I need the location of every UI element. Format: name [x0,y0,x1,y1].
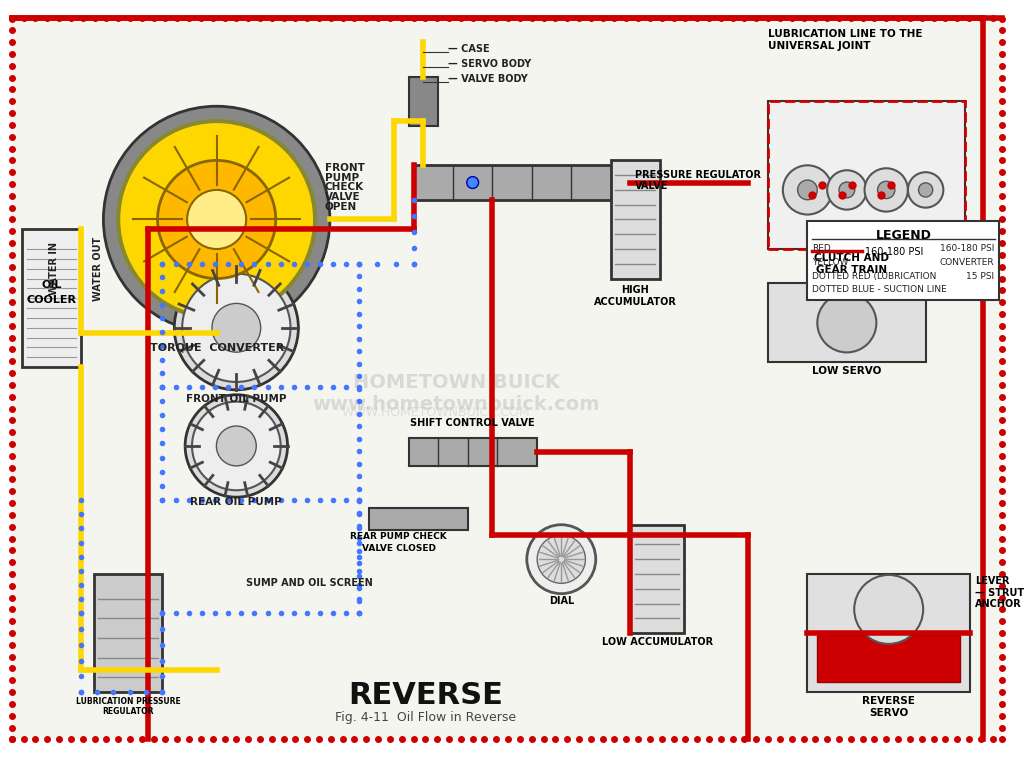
Bar [818,635,960,682]
Bar [768,101,965,249]
Text: REAR OIL PUMP: REAR OIL PUMP [191,497,282,507]
Circle shape [158,160,276,279]
Text: COOLER: COOLER [26,295,76,305]
Text: — CASE: — CASE [448,44,489,54]
Text: LUBRICATION LINE TO THE: LUBRICATION LINE TO THE [768,30,923,39]
Bar [611,160,660,279]
Bar [370,508,468,530]
Circle shape [526,525,595,593]
Text: FRONT OIL PUMP: FRONT OIL PUMP [186,394,286,403]
Bar [414,165,630,200]
Bar [808,222,999,301]
Text: LOW SERVO: LOW SERVO [813,366,882,376]
Circle shape [878,181,895,198]
Text: — VALVE BODY: — VALVE BODY [448,73,527,83]
Circle shape [103,106,330,333]
Bar [409,76,438,126]
Circle shape [182,273,290,382]
Circle shape [192,402,280,491]
Text: WATER IN: WATER IN [49,242,59,295]
Circle shape [467,176,479,188]
Circle shape [797,180,818,200]
Text: CONVERTER: CONVERTER [940,258,995,266]
Text: DIAL: DIAL [549,596,574,606]
Text: — STRUT: — STRUT [974,587,1024,597]
Text: SERVO: SERVO [869,708,908,718]
Bar [409,438,537,466]
Text: UNIVERSAL JOINT: UNIVERSAL JOINT [768,41,870,51]
Text: DOTTED RED (LUBRICATION: DOTTED RED (LUBRICATION [813,272,936,281]
Text: LEGEND: LEGEND [876,229,931,242]
Text: 160-180 PSI: 160-180 PSI [864,247,923,257]
Circle shape [907,172,943,207]
Circle shape [864,168,907,212]
Circle shape [783,165,832,214]
Text: RED: RED [813,244,831,253]
Circle shape [174,266,299,390]
Text: OPEN: OPEN [324,202,357,212]
Text: VALVE: VALVE [324,192,360,202]
Circle shape [854,575,923,644]
Text: LUBRICATION PRESSURE: LUBRICATION PRESSURE [75,697,180,706]
Text: CHECK: CHECK [324,182,364,192]
Bar [768,283,926,363]
Text: 15 PSI: 15 PSI [966,272,995,281]
Text: — SERVO BODY: — SERVO BODY [448,59,531,69]
Text: WATER OUT: WATER OUT [94,237,103,301]
Bar [630,525,684,633]
Text: ACCUMULATOR: ACCUMULATOR [593,298,677,307]
Text: 160-180 PSI: 160-180 PSI [940,244,995,253]
Circle shape [216,426,256,466]
Text: REGULATOR: REGULATOR [102,707,153,716]
Text: SUMP AND OIL SCREEN: SUMP AND OIL SCREEN [246,578,373,587]
Text: DOTTED BLUE - SUCTION LINE: DOTTED BLUE - SUCTION LINE [813,285,948,294]
Circle shape [118,121,315,318]
Text: LEVER: LEVER [974,576,1009,586]
Circle shape [839,182,855,198]
Text: HIGH: HIGH [621,285,649,295]
Text: YELLOW: YELLOW [813,258,849,266]
Circle shape [538,535,585,584]
Bar [808,574,970,692]
Circle shape [212,304,261,352]
Circle shape [185,394,287,497]
Text: FRONT: FRONT [324,163,365,173]
Text: VALVE: VALVE [636,182,668,192]
Text: HOMETOWN BUICK
www.hometownbuick.com: HOMETOWN BUICK www.hometownbuick.com [313,373,600,414]
Text: PRESSURE REGULATOR: PRESSURE REGULATOR [636,170,761,179]
Text: Fig. 4-11  Oil Flow in Reverse: Fig. 4-11 Oil Flow in Reverse [336,711,517,724]
Text: GEAR TRAIN: GEAR TRAIN [816,265,887,275]
Circle shape [827,170,866,210]
Circle shape [187,190,246,249]
Text: OIL: OIL [41,280,62,291]
Text: REAR PUMP CHECK: REAR PUMP CHECK [350,532,447,541]
Bar [768,101,965,249]
Bar [94,574,163,692]
Bar [22,229,80,367]
Text: WWW.HOMETOWNBUICK.COM: WWW.HOMETOWNBUICK.COM [342,406,530,419]
Circle shape [919,183,933,197]
Text: CLUTCH AND: CLUTCH AND [815,253,889,263]
Text: LOW ACCUMULATOR: LOW ACCUMULATOR [602,637,713,647]
Text: PUMP: PUMP [324,173,359,182]
Text: VALVE CLOSED: VALVE CLOSED [362,544,436,553]
Text: TORQUE  CONVERTER: TORQUE CONVERTER [149,342,283,353]
Text: REVERSE: REVERSE [862,696,915,706]
Text: ANCHOR: ANCHOR [974,600,1022,609]
Text: SHIFT CONTROL VALVE: SHIFT CONTROL VALVE [410,419,535,428]
Text: REVERSE: REVERSE [348,681,504,710]
Circle shape [818,293,877,353]
